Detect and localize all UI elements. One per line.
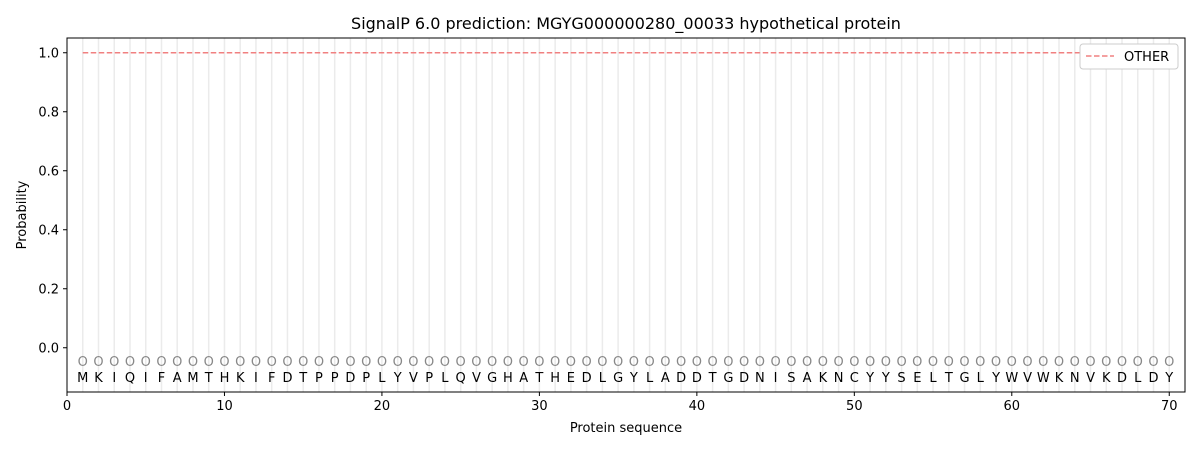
residue-2: K — [94, 371, 103, 386]
residue-46: S — [787, 371, 795, 386]
x-axis-ticks: 0 10 20 30 40 50 60 70 — [63, 392, 1178, 414]
residue-68: L — [1134, 371, 1142, 386]
residue-20: L — [378, 371, 386, 386]
residue-62: W — [1037, 371, 1050, 386]
residue-64: N — [1070, 371, 1080, 386]
residue-67: D — [1117, 371, 1127, 386]
residue-65: V — [1086, 371, 1095, 386]
residue-17: P — [331, 371, 339, 386]
residue-36: Y — [629, 371, 638, 386]
residue-23: P — [425, 371, 433, 386]
residue-70: Y — [1164, 371, 1173, 386]
y-axis-ticks: 0.0 0.2 0.4 0.6 0.8 1.0 — [38, 46, 67, 356]
residue-9: T — [204, 371, 213, 386]
residue-3: I — [112, 371, 116, 386]
residue-22: V — [409, 371, 418, 386]
residue-19: P — [362, 371, 370, 386]
residue-35: G — [613, 371, 623, 386]
residue-57: G — [960, 371, 970, 386]
y-tick-label-0.2: 0.2 — [38, 282, 59, 297]
x-tick-label-40: 40 — [689, 399, 706, 414]
residue-6: F — [158, 371, 165, 386]
residue-29: A — [519, 371, 528, 386]
residue-28: H — [503, 371, 513, 386]
residue-16: P — [315, 371, 323, 386]
residue-59: Y — [991, 371, 1000, 386]
x-tick-label-20: 20 — [374, 399, 391, 414]
residue-24: L — [441, 371, 449, 386]
residue-25: Q — [456, 371, 466, 386]
residue-55: L — [929, 371, 937, 386]
residue-12: I — [254, 371, 258, 386]
residue-13: F — [268, 371, 275, 386]
residue-42: G — [723, 371, 733, 386]
y-tick-label-0.6: 0.6 — [38, 164, 59, 179]
plot-frame — [66, 37, 1186, 393]
x-axis-label: Protein sequence — [570, 421, 682, 436]
residue-18: D — [345, 371, 355, 386]
residue-63: K — [1055, 371, 1064, 386]
residue-61: V — [1023, 371, 1032, 386]
residue-54: E — [913, 371, 921, 386]
predicted-labels: OOOOOOOOOOOOOOOOOOOOOOOOOOOOOOOOOOOOOOOO… — [78, 355, 1175, 370]
y-tick-label-1.0: 1.0 — [38, 46, 59, 61]
residue-21: Y — [393, 371, 402, 386]
x-tick-label-50: 50 — [846, 399, 863, 414]
x-tick-label-70: 70 — [1161, 399, 1178, 414]
residue-31: H — [550, 371, 560, 386]
residue-52: Y — [881, 371, 890, 386]
legend-box — [1079, 43, 1179, 70]
residue-1: M — [77, 371, 88, 386]
residue-5: I — [144, 371, 148, 386]
residue-58: L — [977, 371, 985, 386]
residue-30: T — [534, 371, 543, 386]
legend-label-other: OTHER — [1124, 50, 1169, 65]
residue-11: K — [236, 371, 245, 386]
residue-45: I — [774, 371, 778, 386]
x-tick-label-10: 10 — [216, 399, 233, 414]
residue-26: V — [472, 371, 481, 386]
residue-32: E — [567, 371, 575, 386]
residue-37: L — [646, 371, 654, 386]
x-tick-label-0: 0 — [63, 399, 71, 414]
residue-56: T — [944, 371, 953, 386]
y-tick-label-0.0: 0.0 — [38, 341, 59, 356]
residue-69: D — [1148, 371, 1158, 386]
residue-51: Y — [865, 371, 874, 386]
residue-27: G — [487, 371, 497, 386]
y-axis-label: Probability — [15, 180, 30, 249]
residue-43: D — [739, 371, 749, 386]
y-tick-label-0.4: 0.4 — [38, 223, 59, 238]
residue-8: M — [187, 371, 198, 386]
legend: OTHER — [1079, 43, 1179, 70]
residue-39: D — [676, 371, 686, 386]
residue-60: W — [1005, 371, 1018, 386]
residue-10: H — [220, 371, 230, 386]
residue-4: Q — [125, 371, 135, 386]
x-tick-label-60: 60 — [1004, 399, 1021, 414]
residue-44: N — [755, 371, 765, 386]
residue-47: A — [803, 371, 812, 386]
residue-41: T — [708, 371, 717, 386]
residue-33: D — [582, 371, 592, 386]
y-tick-label-0.8: 0.8 — [38, 105, 59, 120]
residue-48: K — [819, 371, 828, 386]
residue-gridlines — [81, 38, 1171, 392]
residue-53: S — [897, 371, 905, 386]
chart-title: SignalP 6.0 prediction: MGYG000000280_00… — [351, 14, 901, 34]
residue-38: A — [661, 371, 670, 386]
residue-7: A — [173, 371, 182, 386]
residue-50: C — [850, 371, 859, 386]
x-tick-label-30: 30 — [531, 399, 548, 414]
residue-40: D — [692, 371, 702, 386]
residue-15: T — [298, 371, 307, 386]
residue-34: L — [599, 371, 607, 386]
residue-66: K — [1102, 371, 1111, 386]
residue-14: D — [282, 371, 292, 386]
residue-49: N — [834, 371, 844, 386]
